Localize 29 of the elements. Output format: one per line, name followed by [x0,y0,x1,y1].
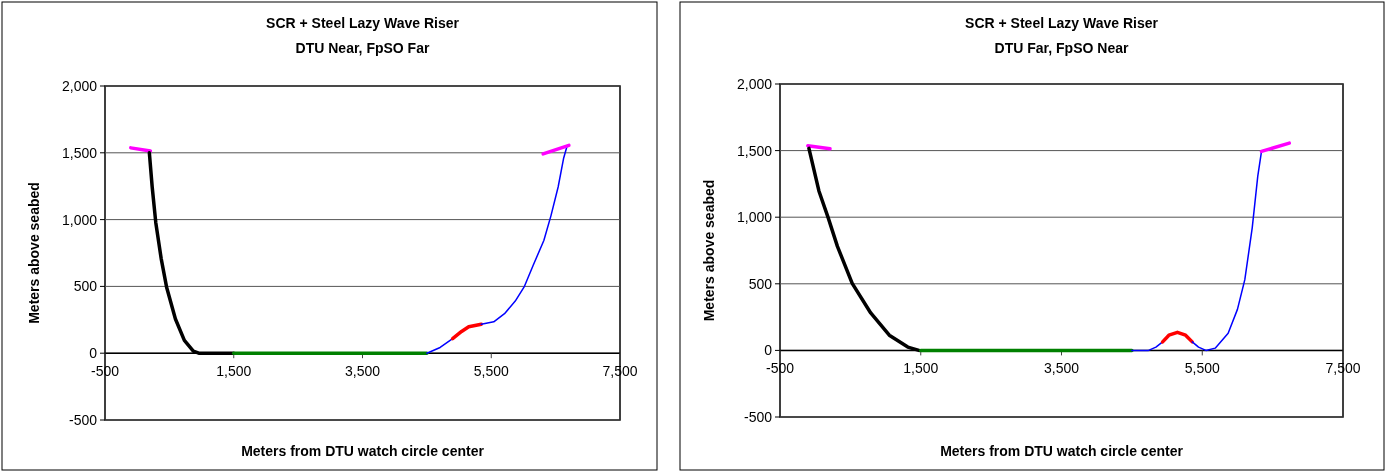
x-tick-label: 3,500 [1043,360,1080,377]
line-series [450,322,484,341]
x-axis-title: Meters from DTU watch circle center [940,443,1184,459]
y-tick-label: 2,000 [736,75,773,92]
line-series [480,145,568,326]
y-tick-label: 1,500 [61,144,98,161]
y-axis-title: Meters above seabed [26,182,42,324]
y-tick-label: -500 [68,411,98,428]
y-tick-label: 1,000 [61,211,98,228]
chart-subtitle: DTU Far, FpSO Near [994,40,1129,56]
y-tick-label: -500 [743,408,773,425]
y-tick-label: 1,500 [736,142,773,159]
y-tick-label: 0 [89,345,98,362]
y-tick-label: 500 [73,278,98,295]
y-tick-label: 2,000 [61,77,98,94]
x-axis-title: Meters from DTU watch circle center [241,443,485,459]
x-tick-label: 3,500 [344,363,381,380]
y-tick-label: 0 [764,342,773,359]
y-tick-label: 500 [748,275,773,292]
chart-title: SCR + Steel Lazy Wave Riser [266,15,460,31]
line-series [1191,150,1263,352]
chart-title: SCR + Steel Lazy Wave Riser [965,15,1159,31]
y-axis-title: Meters above seabed [701,179,717,322]
x-tick-label: 5,500 [1184,360,1220,377]
x-tick-label: 5,500 [473,363,509,380]
x-tick-label: 1,500 [903,360,939,377]
x-tick-label: 1,500 [216,363,252,380]
y-tick-label: 1,000 [736,209,773,226]
chart-subtitle: DTU Near, FpSO Far [295,40,430,56]
